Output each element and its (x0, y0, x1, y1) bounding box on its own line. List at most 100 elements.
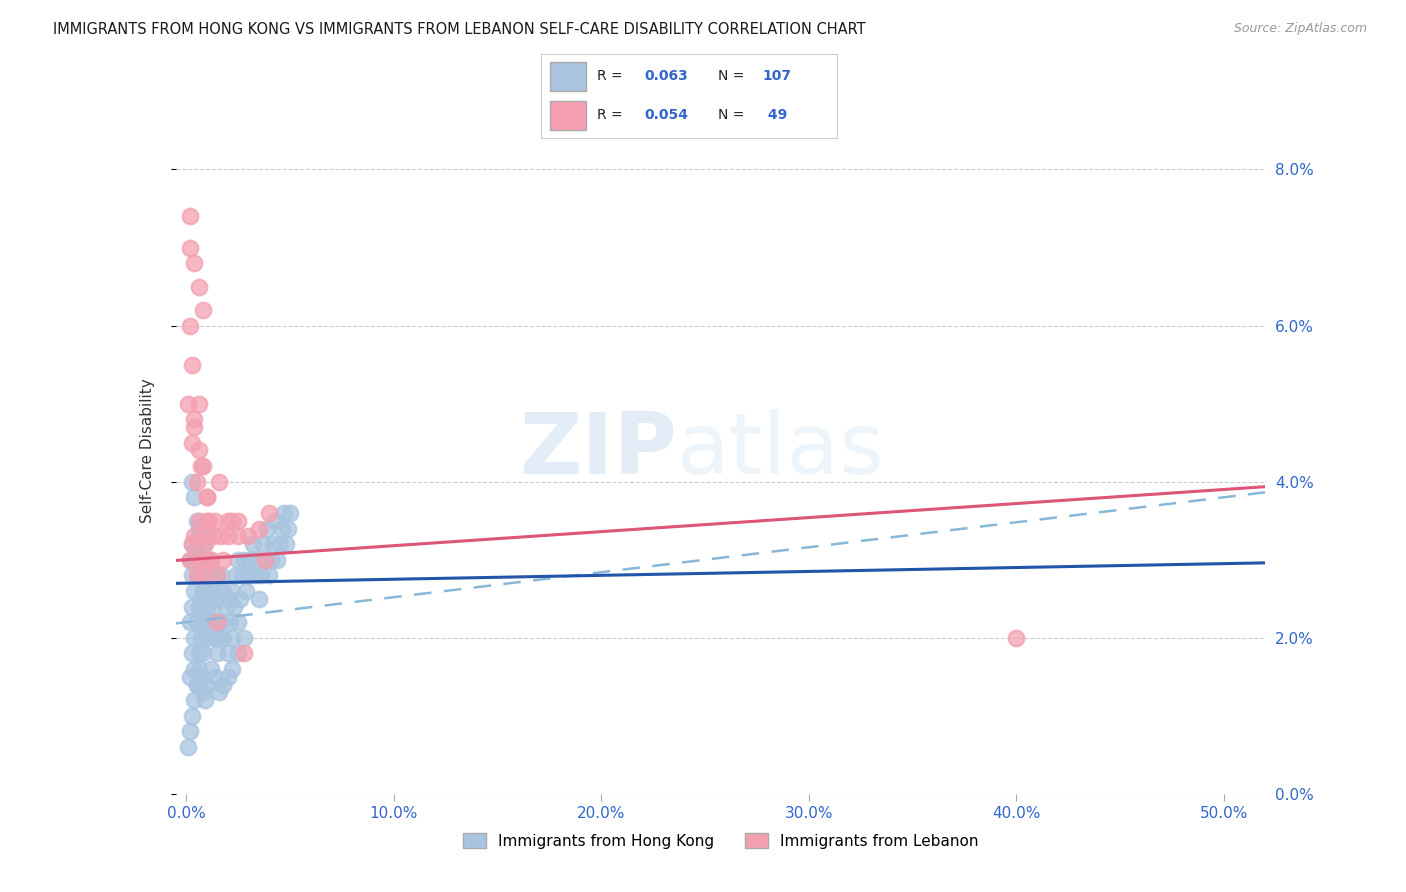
Point (1005, 631, 1028, 645)
Point (179, 318, 201, 333)
Point (253, 552, 276, 567)
Point (177, 740, 200, 755)
Point (253, 552, 276, 567)
Point (208, 475, 231, 489)
Point (181, 708, 204, 723)
Point (191, 583, 214, 598)
Point (217, 529, 239, 543)
Point (186, 678, 208, 692)
Point (179, 615, 201, 630)
Point (187, 443, 209, 458)
Point (183, 490, 205, 504)
Point (212, 631, 235, 645)
Point (209, 529, 232, 543)
Point (187, 279, 209, 293)
Point (187, 646, 209, 660)
Point (229, 591, 252, 606)
Point (195, 631, 218, 645)
Point (208, 583, 231, 598)
Point (204, 514, 226, 528)
Point (204, 591, 226, 606)
Point (183, 693, 205, 707)
Point (179, 240, 201, 254)
Point (198, 552, 221, 567)
Point (212, 552, 235, 567)
Point (217, 514, 239, 528)
Text: 0.054: 0.054 (645, 108, 689, 121)
Point (195, 490, 218, 504)
Point (260, 552, 283, 567)
Point (233, 646, 256, 660)
Point (202, 599, 225, 614)
Point (190, 458, 212, 473)
Point (200, 583, 222, 598)
Point (207, 646, 229, 660)
Point (246, 552, 269, 567)
Point (209, 568, 232, 582)
Point (242, 537, 264, 551)
Point (218, 615, 240, 630)
Point (190, 591, 212, 606)
Point (200, 615, 222, 630)
Point (195, 599, 218, 614)
Point (181, 358, 204, 372)
FancyBboxPatch shape (550, 101, 586, 130)
Point (221, 662, 243, 676)
Point (208, 631, 231, 645)
Point (200, 552, 222, 567)
Point (217, 646, 239, 660)
Point (238, 529, 260, 543)
Text: IMMIGRANTS FROM HONG KONG VS IMMIGRANTS FROM LEBANON SELF-CARE DISABILITY CORREL: IMMIGRANTS FROM HONG KONG VS IMMIGRANTS … (53, 22, 866, 37)
Point (181, 475, 204, 489)
Text: ZIP: ZIP (519, 409, 678, 492)
Point (200, 662, 222, 676)
Point (202, 568, 225, 582)
Point (217, 591, 239, 606)
Point (233, 552, 256, 567)
Point (247, 591, 270, 606)
Point (181, 599, 204, 614)
Point (194, 552, 217, 567)
Point (204, 670, 226, 684)
Point (183, 631, 205, 645)
Point (179, 670, 201, 684)
Point (198, 514, 221, 528)
Point (187, 514, 209, 528)
Point (274, 537, 297, 551)
Point (191, 303, 214, 318)
Point (191, 568, 214, 582)
Point (243, 568, 266, 582)
Point (186, 537, 208, 551)
Point (250, 568, 273, 582)
Point (191, 529, 214, 543)
Point (187, 568, 209, 582)
Point (191, 458, 214, 473)
Point (207, 568, 229, 582)
Point (194, 615, 217, 630)
Point (195, 490, 218, 504)
Point (191, 685, 214, 699)
Point (183, 552, 205, 567)
Point (238, 568, 260, 582)
Point (239, 552, 262, 567)
Point (198, 591, 221, 606)
FancyBboxPatch shape (550, 62, 586, 91)
Point (235, 583, 257, 598)
Point (195, 529, 218, 543)
Point (187, 662, 209, 676)
Point (257, 568, 280, 582)
Point (195, 552, 218, 567)
Point (194, 537, 217, 551)
Point (231, 568, 253, 582)
Point (208, 685, 231, 699)
Point (179, 552, 201, 567)
Point (221, 631, 243, 645)
Point (270, 521, 292, 535)
Point (195, 568, 218, 582)
Point (186, 678, 208, 692)
Point (222, 599, 245, 614)
Point (226, 552, 249, 567)
Point (191, 615, 214, 630)
Point (179, 209, 201, 223)
Point (226, 615, 249, 630)
